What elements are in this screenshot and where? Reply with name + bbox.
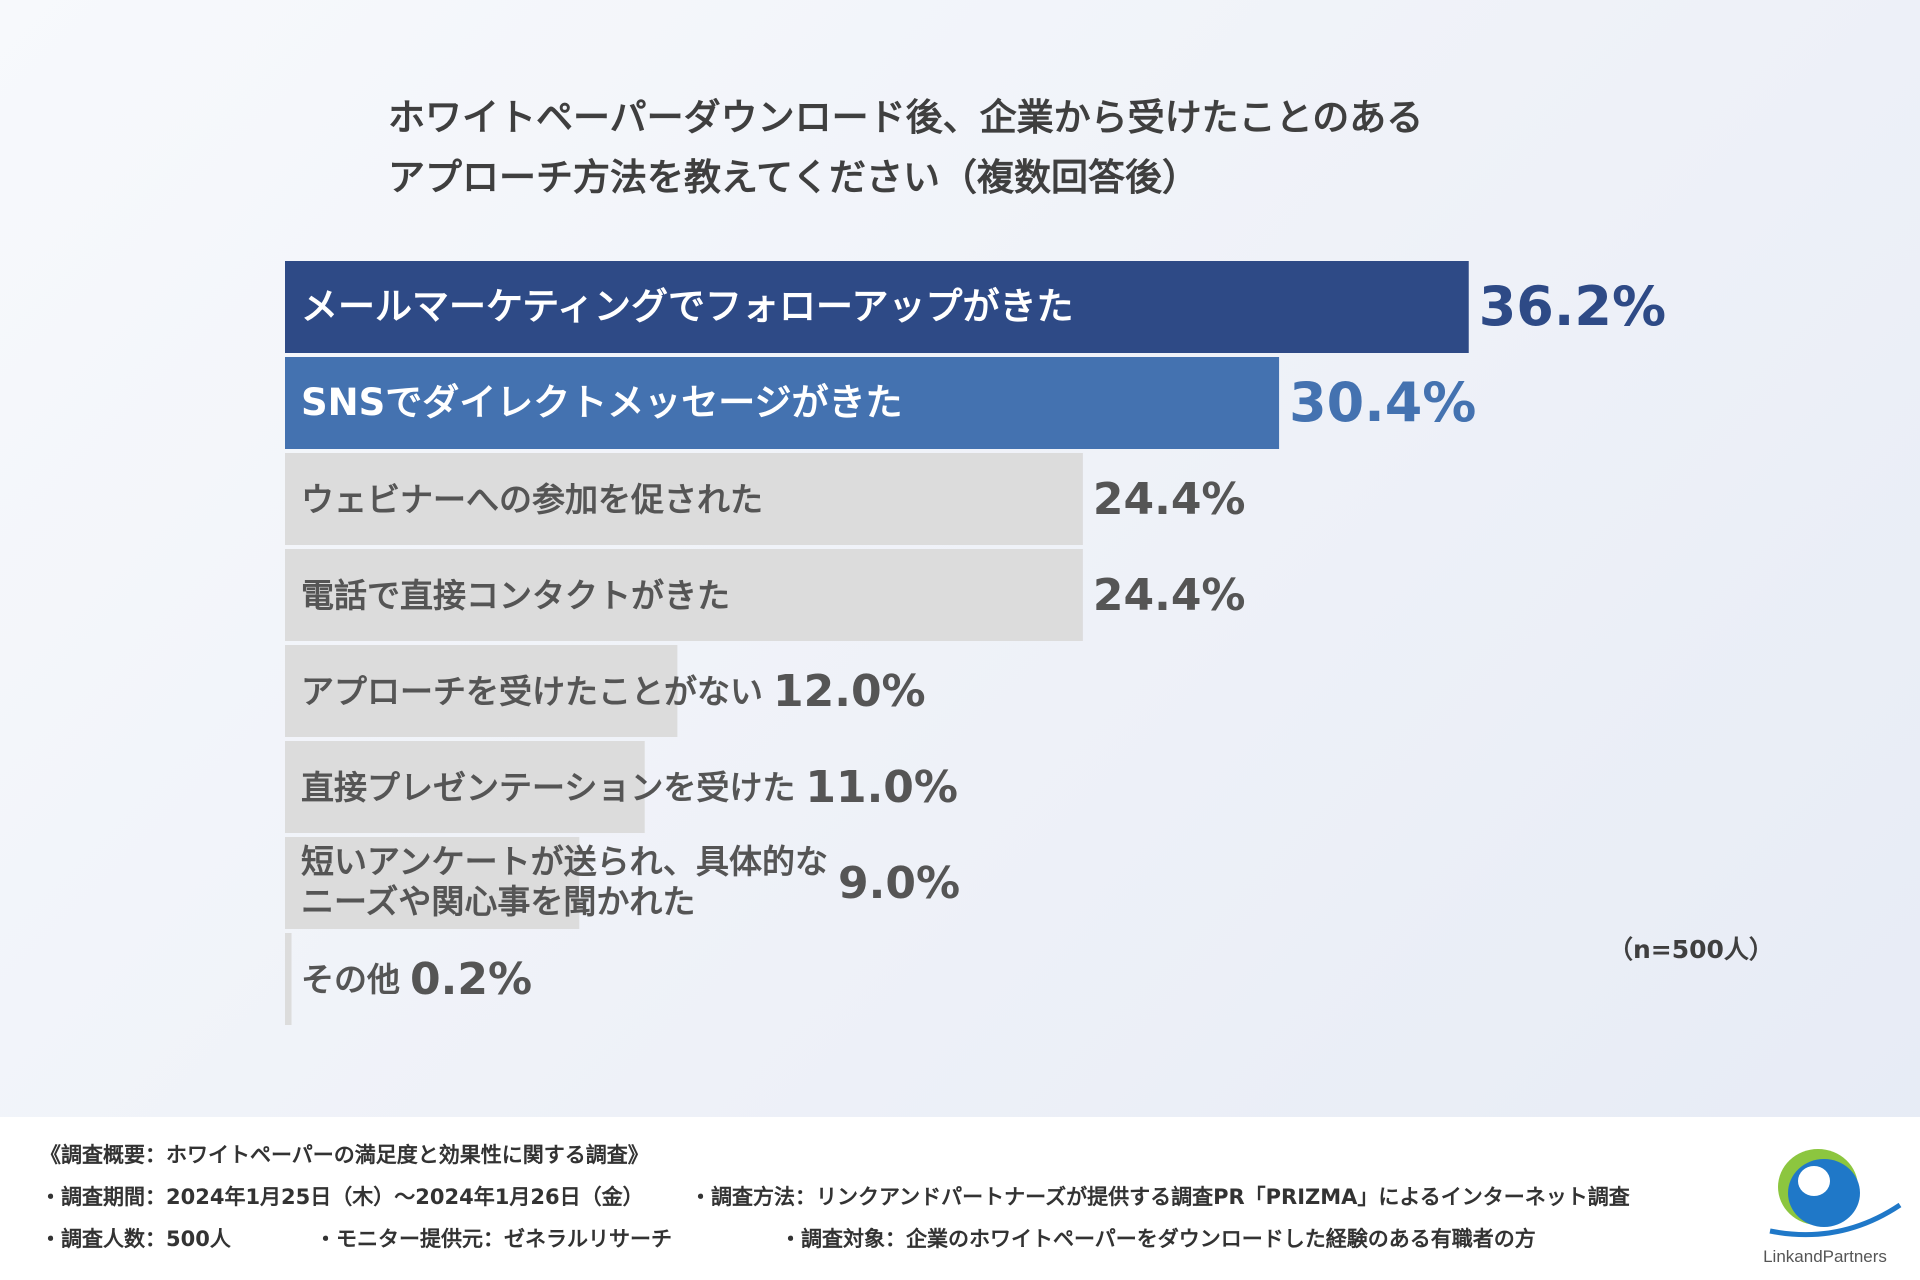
bar-6 — [285, 741, 645, 833]
category-label-8: その他 — [301, 960, 400, 999]
bar-1 — [285, 261, 1469, 353]
category-label-2: SNSでダイレクトメッセージがきた — [301, 381, 903, 424]
value-label-8: 0.2% — [410, 954, 532, 1005]
category-label-7: 短いアンケートが送られ、具体的なニーズや関心事を聞かれた — [301, 842, 828, 921]
value-label-3: 24.4% — [1093, 474, 1246, 525]
logo-mark-icon — [1769, 1149, 1902, 1238]
bar-chart: メールマーケティングでフォローアップがきた 36.2% SNSでダイレクトメッセージ… — [285, 261, 1666, 1025]
sample-size-note: （n=500人） — [1608, 935, 1774, 964]
bar-3 — [285, 453, 1083, 545]
bar-4 — [285, 549, 1083, 641]
survey-method: ・調査方法：リンクアンドパートナーズが提供する調査PR「PRIZMA」によるイン… — [690, 1185, 1630, 1209]
value-label-6: 11.0% — [805, 762, 958, 813]
survey-target: ・調査対象：企業のホワイトペーパーをダウンロードした経験のある有職者の方 — [780, 1227, 1536, 1251]
chart-title: ホワイトペーパーダウンロード後、企業から受けたことのある アプローチ方法を教えて… — [388, 88, 1688, 208]
value-label-1: 36.2% — [1479, 275, 1666, 338]
category-label-1: メールマーケティングでフォローアップがきた — [301, 285, 1074, 328]
category-label-6: 直接プレゼンテーションを受けた — [301, 768, 795, 807]
category-label-3: ウェビナーへの参加を促された — [301, 480, 763, 519]
link-and-partners-logo: LinkandPartners — [1740, 1135, 1910, 1275]
title-line-2: アプローチ方法を教えてください（複数回答後） — [388, 156, 1200, 199]
value-label-7: 9.0% — [838, 858, 960, 909]
bar-5 — [285, 645, 678, 737]
bar-2 — [285, 357, 1280, 449]
value-label-5: 12.0% — [773, 666, 926, 717]
survey-monitor: ・モニター提供元：ゼネラルリサーチ — [315, 1227, 672, 1251]
category-label-5: アプローチを受けたことがない — [301, 672, 763, 711]
survey-overview: 《調査概要：ホワイトペーパーの満足度と効果性に関する調査》 — [40, 1143, 649, 1167]
survey-period: ・調査期間：2024年1月25日（木）〜2024年1月26日（金） — [40, 1185, 644, 1209]
survey-count: ・調査人数：500人 — [40, 1227, 231, 1251]
logo-text: LinkandPartners — [1763, 1247, 1887, 1266]
category-label-4: 電話で直接コンタクトがきた — [301, 576, 730, 615]
title-line-1: ホワイトペーパーダウンロード後、企業から受けたことのある — [388, 96, 1424, 139]
survey-footer: 《調査概要：ホワイトペーパーの満足度と効果性に関する調査》 ・調査期間：2024… — [0, 1117, 1920, 1280]
bar-7 — [285, 837, 580, 929]
value-label-2: 30.4% — [1289, 371, 1476, 434]
value-label-4: 24.4% — [1093, 570, 1246, 621]
bar-8 — [285, 933, 292, 1025]
